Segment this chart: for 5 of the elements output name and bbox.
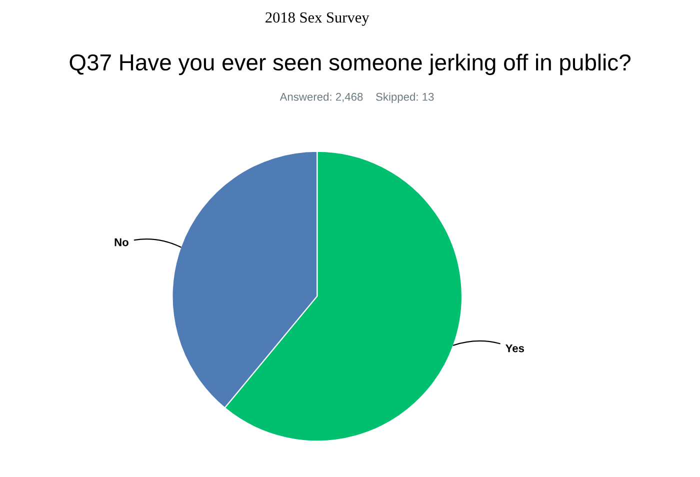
chart-subtitle: Answered: 2,468 Skipped: 13 [280,92,434,103]
slice-label: Yes [506,344,524,352]
chart-title: Q37 Have you ever seen someone jerking off in public? [70,54,630,76]
text: 2018 Sex Survey [266,12,370,26]
slice-label: No [114,238,128,246]
